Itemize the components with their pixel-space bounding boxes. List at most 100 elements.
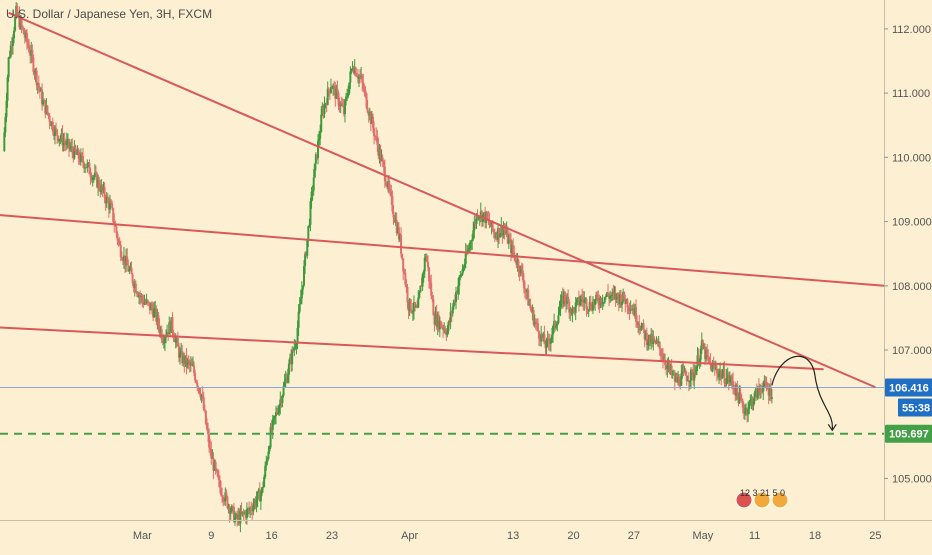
candle-body xyxy=(448,321,451,323)
candle-body xyxy=(327,88,330,92)
candle-body xyxy=(19,19,22,28)
candle-body xyxy=(278,405,281,413)
candle-body xyxy=(763,380,766,386)
candle-body xyxy=(652,338,655,345)
candle-body xyxy=(409,299,412,312)
candle-body xyxy=(27,42,30,46)
candle-body xyxy=(176,338,179,347)
candle-body xyxy=(231,506,234,508)
candle-body xyxy=(20,19,23,27)
candle-body xyxy=(279,399,282,406)
candle-body xyxy=(593,301,596,305)
candle-body xyxy=(160,329,163,340)
candle-body xyxy=(205,424,208,430)
candle-body xyxy=(586,309,589,311)
event-badge-icon xyxy=(771,491,789,509)
candle-body xyxy=(294,346,297,348)
candle-body xyxy=(224,492,227,502)
candle-body xyxy=(153,308,156,318)
candle-body xyxy=(732,380,735,388)
candle-body xyxy=(760,389,763,392)
candle-body xyxy=(134,283,137,293)
candle-body xyxy=(446,330,449,336)
candle-body xyxy=(430,283,433,296)
candle-body xyxy=(426,261,429,268)
candle-body xyxy=(696,355,699,367)
candle-body xyxy=(357,76,360,79)
candle-body xyxy=(529,304,532,309)
candle-body xyxy=(73,146,76,159)
candle-body xyxy=(204,410,207,425)
candle-body xyxy=(354,67,357,76)
candle-body xyxy=(442,327,445,330)
candle-body xyxy=(314,154,317,164)
candle-body xyxy=(636,321,639,325)
candle-body xyxy=(657,342,660,344)
candle-body xyxy=(132,282,135,289)
candle-body xyxy=(271,419,274,431)
candle-body xyxy=(84,167,87,169)
candle-body xyxy=(128,269,131,272)
candle-body xyxy=(554,320,557,328)
candle-body xyxy=(87,162,90,164)
candle-body xyxy=(181,350,184,364)
candle-body xyxy=(67,139,70,149)
candle-body xyxy=(280,399,283,404)
candle-body xyxy=(489,224,492,228)
candle-body xyxy=(464,251,467,264)
candle-body xyxy=(72,151,75,159)
candle-body xyxy=(741,400,744,408)
candle-body xyxy=(557,315,560,324)
candle-body xyxy=(259,493,262,502)
candle-body xyxy=(305,253,308,256)
candle-body xyxy=(28,45,31,52)
candle-body xyxy=(684,370,687,376)
candle-body xyxy=(386,185,389,187)
candle-body xyxy=(613,292,616,294)
candle-body xyxy=(677,377,680,383)
candle-body xyxy=(374,136,377,138)
candle-body xyxy=(433,315,436,325)
candle-body xyxy=(622,292,625,302)
candle-body xyxy=(490,221,493,228)
candle-body xyxy=(645,332,648,345)
candle-body xyxy=(263,477,266,488)
candle-body xyxy=(594,299,597,305)
candle-body xyxy=(198,387,201,394)
candle-body xyxy=(638,323,641,328)
candle-body xyxy=(746,408,749,415)
candle-body xyxy=(714,368,717,370)
candle-body xyxy=(460,274,463,276)
candle-body xyxy=(306,239,309,256)
candle-body xyxy=(146,300,149,302)
candle-body xyxy=(13,30,16,39)
candle-body xyxy=(668,362,671,370)
candle-body xyxy=(753,392,756,402)
candle-body xyxy=(56,129,59,137)
candle-body xyxy=(141,296,144,301)
candle-body xyxy=(122,255,125,262)
candle-body xyxy=(644,332,647,340)
candle-body xyxy=(718,373,721,377)
candle-body xyxy=(226,496,229,508)
candle-body xyxy=(340,103,343,106)
candle-body xyxy=(209,447,212,450)
candle-body xyxy=(161,339,164,343)
candle-body xyxy=(303,265,306,286)
candle-body xyxy=(111,203,114,209)
candle-body xyxy=(179,352,182,358)
candle-body xyxy=(65,140,68,145)
candle-body xyxy=(506,230,509,244)
candle-body xyxy=(378,148,381,156)
candle-body xyxy=(281,395,284,404)
candle-body xyxy=(544,343,547,349)
candle-body xyxy=(145,300,148,303)
candle-body xyxy=(596,294,599,298)
candle-body xyxy=(211,457,214,459)
candle-body xyxy=(213,461,216,471)
candle-body xyxy=(223,500,226,502)
candle-body xyxy=(415,306,418,308)
candle-body xyxy=(674,378,677,382)
candle-body xyxy=(566,296,569,304)
